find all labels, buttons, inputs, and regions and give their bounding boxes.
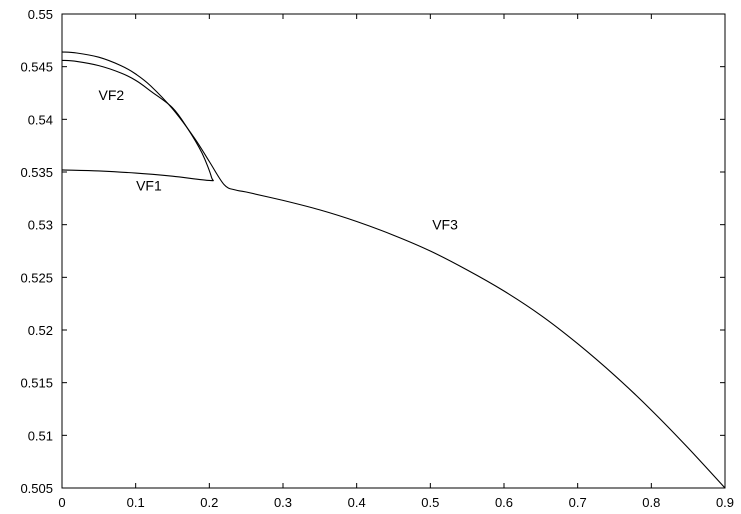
x-tick-label: 0.3 <box>274 495 292 510</box>
x-tick-label: 0.5 <box>421 495 439 510</box>
x-tick-label: 0 <box>58 495 65 510</box>
series-line-inner-loop <box>61 59 214 182</box>
x-tick-label: 0.9 <box>716 495 734 510</box>
y-tick-label: 0.505 <box>20 481 53 496</box>
series-line-outer-curve <box>61 51 726 489</box>
y-tick-label: 0.55 <box>28 7 53 22</box>
y-tick-label: 0.515 <box>20 376 53 391</box>
x-tick-label: 0.8 <box>642 495 660 510</box>
region-label-vf2: VF2 <box>99 87 125 103</box>
y-tick-label: 0.545 <box>20 60 53 75</box>
x-tick-label: 0.6 <box>495 495 513 510</box>
y-tick-label: 0.54 <box>28 112 53 127</box>
y-tick-label: 0.51 <box>28 428 53 443</box>
y-tick-label: 0.535 <box>20 165 53 180</box>
region-label-vf3: VF3 <box>432 217 458 233</box>
region-labels: VF1 VF2 VF3 <box>99 87 459 233</box>
x-tick-label: 0.4 <box>348 495 366 510</box>
curves <box>61 51 726 489</box>
y-tick-label: 0.52 <box>28 323 53 338</box>
x-tick-label: 0.1 <box>127 495 145 510</box>
y-tick-label: 0.53 <box>28 218 53 233</box>
axes: 0 0.1 0.2 0.3 0.4 0.5 0.6 0.7 0.8 0.9 0.505 0.51 0.5… <box>20 7 734 510</box>
x-tick-label: 0.2 <box>200 495 218 510</box>
region-label-vf1: VF1 <box>136 178 162 194</box>
x-tick-label: 0.7 <box>569 495 587 510</box>
y-tick-label: 0.525 <box>20 270 53 285</box>
plot-frame <box>61 13 726 489</box>
